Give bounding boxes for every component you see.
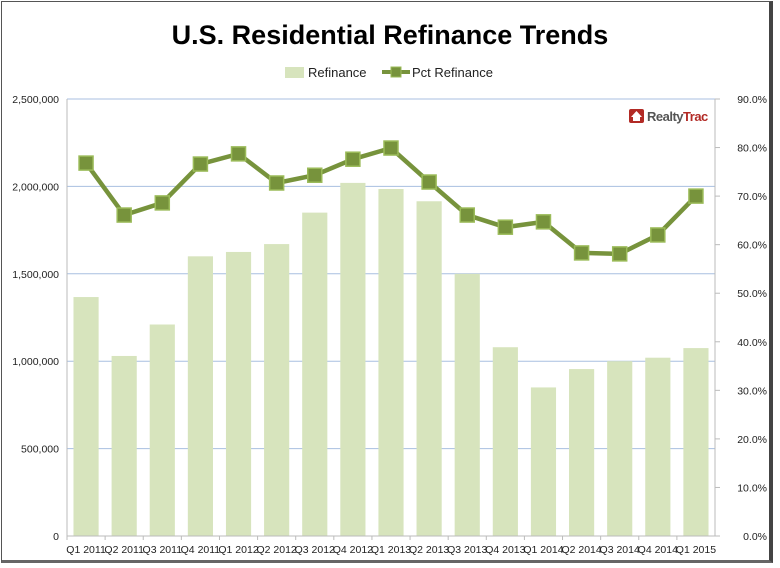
right-tick-label: 90.0% — [737, 94, 767, 106]
bar-q4-2011 — [187, 256, 213, 536]
x-tick-label: Q1 2014 — [523, 544, 563, 556]
bar-q3-2014 — [607, 361, 633, 536]
bar-q1-2014 — [530, 387, 557, 536]
x-tick-label: Q3 2014 — [600, 544, 640, 556]
x-tick-label: Q1 2011 — [66, 544, 106, 556]
x-tick-label: Q2 2013 — [409, 544, 449, 556]
x-tick-label: Q4 2012 — [333, 544, 373, 556]
left-tick-label: 2,500,000 — [12, 94, 59, 106]
legend: Refinance Pct Refinance — [285, 65, 493, 80]
pct-marker-q4-2012 — [345, 151, 361, 167]
x-tick-label: Q4 2013 — [485, 544, 525, 556]
bar-q4-2013 — [492, 347, 518, 536]
bar-q3-2012 — [302, 212, 328, 536]
bar-q2-2014 — [569, 369, 595, 536]
bar-q1-2013 — [378, 189, 404, 536]
pct-marker-q2-2013 — [421, 174, 437, 190]
realtytrac-logo: RealtyTrac — [629, 109, 709, 124]
pct-marker-q1-2013 — [383, 140, 399, 156]
right-tick-label: 30.0% — [737, 385, 767, 397]
pct-marker-q1-2014 — [535, 214, 552, 230]
pct-marker-q2-2014 — [573, 245, 590, 261]
x-tick-label: Q2 2012 — [256, 544, 296, 556]
x-tick-label: Q3 2013 — [447, 544, 487, 556]
right-tick-label: 10.0% — [737, 482, 767, 494]
right-tick-label: 70.0% — [737, 191, 767, 203]
left-tick-label: 500,000 — [21, 444, 59, 456]
bar-q1-2012 — [225, 251, 252, 536]
bar-q2-2011 — [111, 355, 137, 536]
pct-marker-q3-2013 — [459, 207, 475, 223]
bar-q1-2015 — [683, 348, 709, 536]
pct-marker-q2-2011 — [116, 207, 132, 223]
left-tick-label: 0 — [53, 531, 59, 543]
x-tick-label: Q3 2011 — [143, 544, 183, 556]
x-tick-label: Q2 2014 — [561, 544, 601, 556]
svg-text:RealtyTrac: RealtyTrac — [647, 109, 708, 124]
pct-marker-q1-2015 — [688, 188, 704, 204]
pct-marker-q3-2012 — [307, 167, 323, 183]
x-tick-label: Q1 2015 — [676, 544, 716, 556]
left-tick-label: 1,500,000 — [12, 269, 59, 281]
pct-marker-q1-2012 — [230, 146, 247, 162]
pct-marker-q4-2013 — [497, 219, 514, 235]
right-tick-label: 40.0% — [737, 337, 767, 349]
pct-marker-q4-2014 — [650, 227, 666, 243]
right-tick-label: 50.0% — [737, 288, 767, 300]
right-tick-label: 80.0% — [737, 143, 767, 155]
x-tick-label: Q1 2013 — [371, 544, 411, 556]
x-tick-label: Q2 2011 — [104, 544, 144, 556]
legend-label-refinance: Refinance — [308, 65, 367, 80]
right-tick-label: 60.0% — [737, 240, 767, 252]
pct-marker-q4-2011 — [192, 156, 209, 172]
x-tick-label: Q1 2012 — [218, 544, 258, 556]
bar-q3-2013 — [454, 273, 480, 536]
right-tick-label: 0.0% — [743, 531, 767, 543]
bar-q1-2011 — [73, 297, 99, 536]
left-tick-label: 1,000,000 — [12, 356, 59, 368]
pct-marker-q1-2011 — [78, 155, 94, 171]
x-tick-label: Q3 2012 — [295, 544, 335, 556]
legend-swatch-refinance — [285, 67, 304, 78]
left-tick-label: 2,000,000 — [12, 181, 59, 193]
legend-label-pct: Pct Refinance — [412, 65, 493, 80]
chart-title: U.S. Residential Refinance Trends — [172, 20, 609, 50]
right-tick-label: 20.0% — [737, 434, 767, 446]
legend-marker-pct — [390, 66, 402, 78]
bar-q3-2011 — [149, 324, 175, 536]
bar-q2-2012 — [264, 244, 290, 537]
pct-marker-q2-2012 — [268, 175, 285, 191]
bar-q4-2014 — [645, 357, 671, 536]
pct-marker-q3-2011 — [154, 195, 171, 211]
x-tick-label: Q4 2011 — [181, 544, 221, 556]
bar-q4-2012 — [340, 182, 366, 537]
pct-marker-q3-2014 — [611, 246, 628, 262]
x-tick-label: Q4 2014 — [638, 544, 678, 556]
bar-q2-2013 — [416, 201, 442, 536]
